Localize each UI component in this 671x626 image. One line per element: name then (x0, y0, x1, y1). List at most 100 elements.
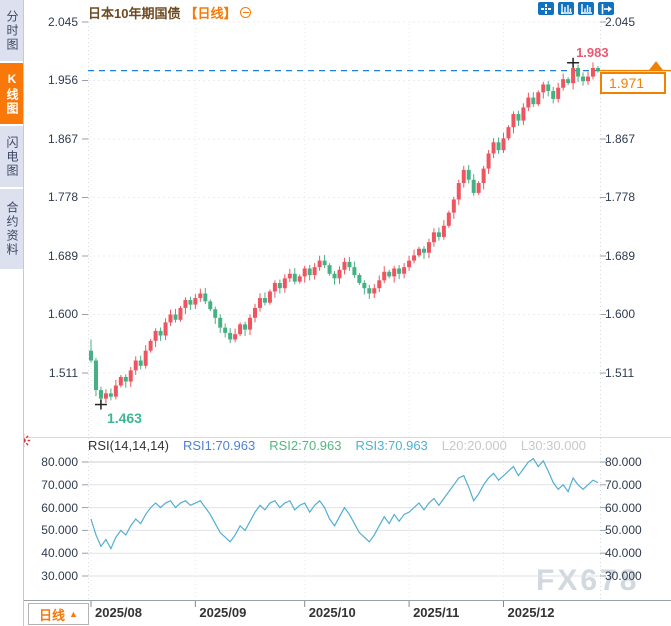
sidebar-tab-4[interactable]: 合约资料 (0, 189, 23, 269)
date-axis-label: 2025/10 (308, 605, 356, 620)
candle-body (198, 293, 203, 299)
price-axis-label: 2.045 (47, 15, 78, 29)
candle-body (412, 255, 417, 261)
rsi-axis-label: 70.000 (605, 477, 642, 492)
price-axis-label: 1.600 (605, 307, 636, 322)
collapse-minus-icon[interactable] (240, 7, 252, 18)
crosshair-icon[interactable] (538, 2, 554, 15)
candle-body (352, 267, 357, 276)
candle-body (407, 260, 412, 268)
candle-body (168, 314, 173, 323)
price-axis-label: 1.867 (605, 131, 636, 146)
candle-body (392, 268, 397, 277)
sidebar-tab-label: 合约资料 (5, 201, 19, 257)
candle-body (233, 334, 238, 340)
candle-body (332, 273, 337, 279)
candle-body (382, 271, 387, 281)
candle-body (466, 169, 471, 180)
candle-body (397, 268, 402, 274)
period-tag: 【日线】 (184, 6, 237, 21)
candle-body (188, 300, 193, 305)
candle-body (506, 127, 511, 139)
price-axis-label: 1.511 (605, 365, 635, 380)
candle-body (501, 138, 506, 151)
zoom-y-axis-icon[interactable] (558, 2, 574, 15)
sidebar-tab-3[interactable]: 闪电图 (0, 126, 23, 187)
chart-toolbar (538, 2, 614, 15)
rsi3-value: RSI3:70.963 (355, 438, 428, 453)
candle-body (138, 360, 143, 366)
candle-body (372, 288, 377, 294)
candle-body (108, 393, 113, 397)
candle-body (556, 87, 561, 99)
rsi-axis-label: 40.000 (605, 546, 642, 561)
rsi-axis-label: 50.000 (605, 523, 642, 538)
date-axis-label: 2025/12 (507, 605, 555, 620)
candle-body (322, 260, 327, 266)
period-dropdown-button[interactable]: 日线 ▲ (28, 603, 89, 625)
sidebar-tab-1[interactable]: 分时图 (0, 0, 23, 61)
date-axis-label: 2025/11 (413, 605, 460, 620)
dropdown-arrow-icon: ▲ (69, 609, 78, 619)
candle-body (342, 261, 347, 270)
price-axis-label: 1.867 (47, 131, 78, 146)
instrument-title: 日本10年期国债 (88, 6, 181, 21)
price-axis-label: 1.956 (47, 73, 78, 88)
candle-body (541, 84, 546, 93)
price-axis-label: 1.778 (47, 190, 78, 205)
sidebar-tab-2[interactable]: K线图 (0, 63, 23, 124)
scroll-to-latest-arrow-icon (649, 61, 663, 71)
date-axis-label: 2025/09 (199, 605, 247, 620)
rsi1-value: RSI1:70.963 (182, 438, 256, 453)
rsi-params: RSI(14,14,14) (88, 438, 169, 453)
candle-body (337, 269, 342, 279)
zoom-x-axis-icon[interactable] (578, 2, 594, 15)
candle-body (595, 68, 600, 71)
candle-body (253, 307, 258, 318)
candle-body (461, 169, 466, 184)
candle-body (98, 390, 103, 399)
rsi-line (90, 457, 599, 551)
candle-body (123, 376, 128, 382)
candle-body (267, 291, 272, 303)
candle-body (446, 212, 451, 226)
price-axis-label: 1.511 (48, 365, 78, 380)
price-axis-label: 1.600 (47, 307, 78, 322)
candle-body (451, 199, 456, 213)
candle-body (441, 225, 446, 237)
candle-body (476, 183, 481, 193)
candle-body (571, 68, 576, 84)
candle-body (292, 273, 297, 282)
candle-body (491, 142, 496, 154)
candle-body (223, 327, 228, 333)
candle-body (153, 330, 158, 341)
candle-body (486, 153, 491, 169)
sidebar-tab-label: 闪电图 (5, 135, 19, 178)
candle-body (586, 76, 590, 82)
high-price-annotation: 1.983 (576, 44, 609, 60)
candle-body (243, 324, 248, 330)
candle-body (347, 261, 352, 268)
sidebar-tab-label: 分时图 (5, 9, 19, 52)
candle-body (367, 288, 372, 294)
candle-body (238, 324, 243, 335)
last-price-box: 1.971 (600, 72, 666, 94)
l20-value: L20:20.000 (441, 438, 507, 453)
candle-body (526, 97, 531, 108)
date-axis-label: 2025/08 (95, 605, 142, 620)
candle-body (561, 79, 566, 88)
candle-body (546, 84, 551, 92)
candle-body (307, 268, 312, 276)
candle-body (93, 360, 98, 391)
pan-right-icon[interactable] (598, 2, 614, 15)
candle-body (471, 179, 476, 193)
candle-body (89, 350, 93, 361)
candle-body (387, 271, 392, 277)
period-dropdown-label: 日线 (39, 607, 66, 623)
candle-body (456, 183, 461, 200)
candle-body (218, 317, 223, 328)
candle-body (118, 376, 123, 386)
candle-body (357, 275, 362, 283)
